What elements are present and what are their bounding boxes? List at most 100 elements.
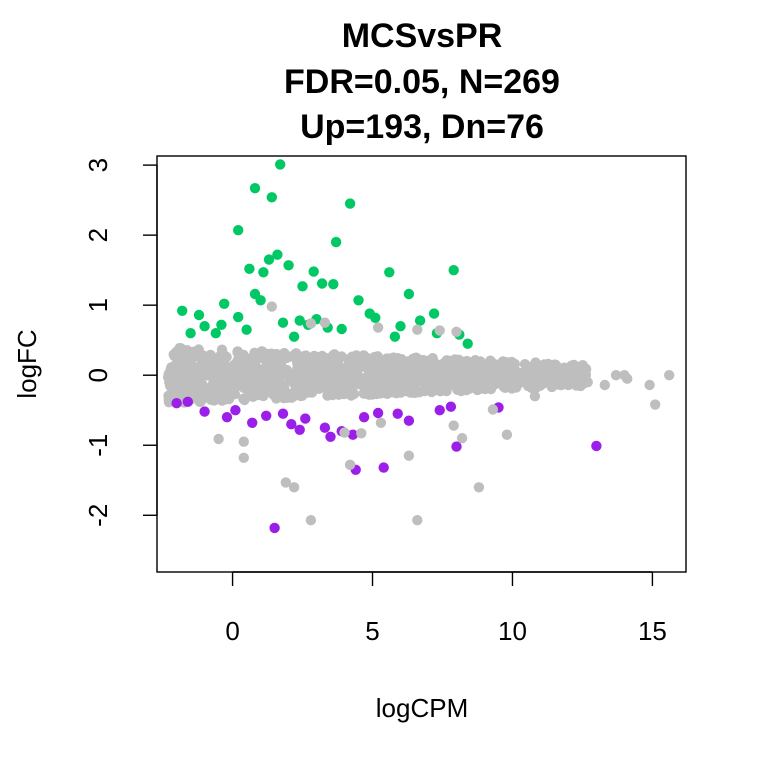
ns-point [197, 359, 208, 370]
y-axis-label: logFC [12, 329, 42, 398]
ns-point [224, 367, 236, 378]
scatter-points [163, 159, 675, 534]
ns-point [517, 372, 528, 383]
y-axis: -2 -1 0 1 2 3 [83, 158, 158, 527]
down-point [445, 401, 457, 412]
ns-point [289, 378, 300, 389]
title-line-1: MCSvsPR [342, 17, 503, 55]
ns-point [305, 515, 317, 526]
ns-point [308, 371, 319, 382]
ns-point [427, 353, 438, 364]
ns-point [487, 404, 499, 415]
ns-point [549, 377, 560, 388]
x-tick-label: 5 [365, 616, 379, 646]
up-point [308, 266, 319, 277]
chart-title: MCSvsPR FDR=0.05, N=269 Up=193, Dn=76 [284, 17, 560, 146]
up-point [185, 328, 196, 339]
up-point [344, 198, 356, 209]
ns-point [372, 351, 383, 362]
ns-point [325, 367, 336, 378]
y-tick-label: 2 [83, 228, 113, 242]
x-axis: 0 5 10 15 [225, 571, 667, 646]
ns-point [288, 482, 300, 493]
ns-point [305, 318, 317, 329]
ns-point [403, 450, 415, 461]
up-point [275, 159, 286, 170]
down-point [319, 422, 331, 433]
down-point [221, 412, 233, 423]
ns-point [216, 344, 228, 355]
ns-point [185, 359, 197, 370]
ns-point [347, 354, 358, 365]
ns-point [439, 361, 451, 372]
up-point [266, 192, 277, 203]
ns-point [238, 436, 249, 447]
ns-point [500, 379, 512, 391]
ns-point [419, 385, 431, 396]
ns-point [499, 369, 510, 381]
up-point [389, 331, 401, 342]
up-point [328, 279, 339, 290]
ns-point [300, 350, 311, 361]
y-tick-label: 1 [83, 298, 113, 312]
ns-point [336, 351, 347, 362]
ns-point [456, 433, 468, 444]
ns-point [213, 367, 225, 378]
ns-point [304, 362, 316, 373]
up-point [233, 225, 244, 236]
down-point [347, 429, 359, 440]
ns-point [168, 349, 179, 360]
x-tick-label: 15 [638, 616, 667, 646]
ns-point [280, 477, 291, 488]
up-point [263, 254, 275, 265]
ns-point [529, 365, 541, 377]
down-point [372, 407, 384, 419]
ns-point [577, 366, 588, 377]
ns-point [174, 387, 185, 398]
up-point [428, 308, 440, 319]
ns-point [399, 381, 411, 392]
down-point [434, 405, 445, 416]
down-point [358, 412, 370, 423]
ns-point [213, 358, 224, 370]
ns-point [375, 417, 387, 428]
y-tick-label: -1 [83, 434, 113, 457]
ns-point [410, 378, 421, 389]
ns-point [279, 382, 290, 393]
ns-point [351, 365, 362, 376]
up-point [272, 249, 283, 260]
ns-point [472, 384, 483, 396]
ns-point [217, 382, 229, 393]
ns-point [336, 375, 347, 386]
ns-point [195, 378, 206, 389]
ns-point [306, 387, 318, 398]
ns-point [344, 459, 356, 470]
ns-point [339, 427, 350, 438]
up-point [219, 298, 230, 309]
down-point [403, 415, 415, 426]
down-point [182, 396, 193, 407]
down-point [591, 440, 602, 452]
y-tick-label: 0 [83, 368, 113, 382]
ns-point [538, 359, 550, 370]
up-point [244, 263, 255, 274]
ns-point [356, 428, 367, 439]
ns-point [390, 382, 402, 393]
ns-point [622, 373, 633, 384]
ns-point [563, 364, 574, 375]
ns-point [266, 301, 277, 312]
down-point [269, 522, 280, 534]
ns-point [422, 373, 433, 384]
ns-point [650, 399, 661, 410]
ns-point [365, 389, 376, 400]
ns-point [466, 357, 478, 368]
ns-point [453, 374, 464, 385]
ns-point [184, 386, 195, 397]
ns-point [448, 420, 459, 431]
ns-point [270, 364, 281, 375]
ns-point [251, 348, 262, 360]
ns-point [332, 366, 344, 377]
up-point [199, 321, 210, 332]
down-point [392, 408, 403, 419]
